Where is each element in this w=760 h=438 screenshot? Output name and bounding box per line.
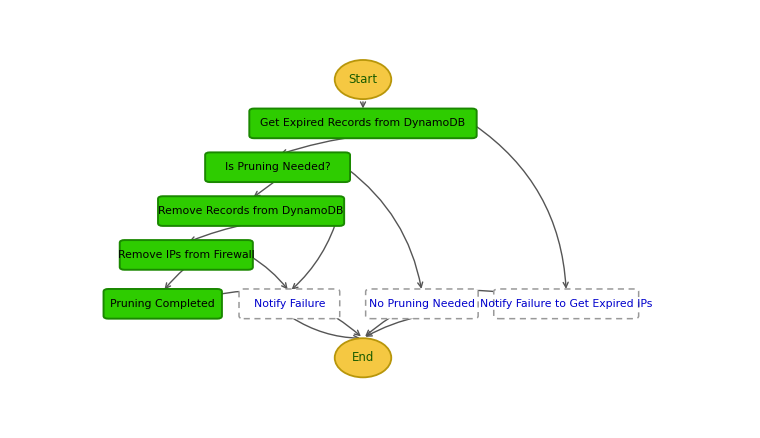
Text: No Pruning Needed: No Pruning Needed [369,299,475,309]
FancyBboxPatch shape [205,152,350,182]
Text: End: End [352,351,374,364]
FancyBboxPatch shape [249,109,477,138]
Text: Remove Records from DynamoDB: Remove Records from DynamoDB [158,206,344,216]
FancyBboxPatch shape [366,289,478,319]
FancyBboxPatch shape [239,289,340,319]
Text: Is Pruning Needed?: Is Pruning Needed? [225,162,331,172]
Text: Pruning Completed: Pruning Completed [110,299,215,309]
FancyBboxPatch shape [158,196,344,226]
Ellipse shape [334,338,391,378]
FancyBboxPatch shape [120,240,253,270]
Ellipse shape [334,60,391,99]
Text: Notify Failure to Get Expired IPs: Notify Failure to Get Expired IPs [480,299,652,309]
FancyBboxPatch shape [494,289,638,319]
FancyBboxPatch shape [103,289,222,319]
Text: Start: Start [348,73,378,86]
Text: Remove IPs from Firewall: Remove IPs from Firewall [118,250,255,260]
Text: Get Expired Records from DynamoDB: Get Expired Records from DynamoDB [261,118,466,128]
Text: Notify Failure: Notify Failure [254,299,325,309]
